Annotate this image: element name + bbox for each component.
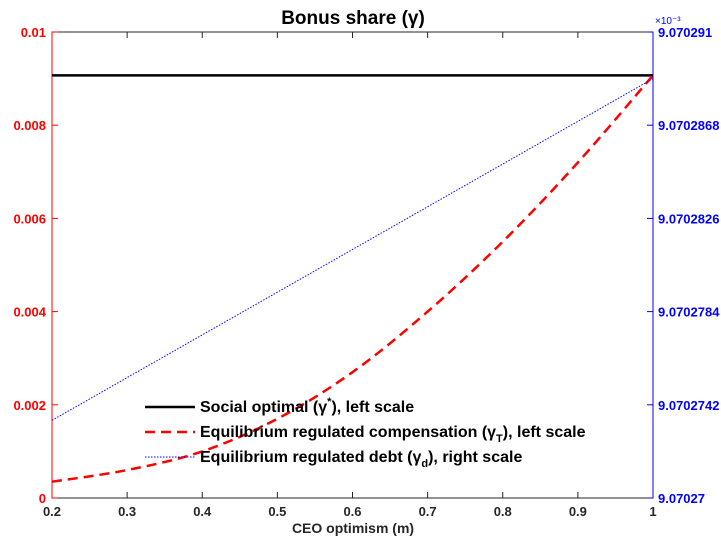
x-tick-label: 0.2	[43, 504, 61, 519]
y-left-tick-label: 0.002	[13, 398, 46, 413]
y-right-tick-label: 9.07027	[658, 491, 705, 506]
y-right-tick-label: 9.0702742	[658, 398, 719, 413]
y-left-tick-label: 0.006	[13, 211, 46, 226]
y-left-tick-label: 0.008	[13, 118, 46, 133]
y-right-tick-label: 9.070291	[658, 25, 712, 40]
legend-entry-label: Equilibrium regulated debt (γd), right s…	[200, 449, 522, 470]
y-right-tick-label: 9.0702868	[658, 118, 719, 133]
ticks-layer: 0.2 0.3 0.4 0.5 0.6 0.7 0.8 0.9 1 0 0.002 0.004 0.00…	[13, 25, 720, 519]
x-tick-label: 0.7	[419, 504, 437, 519]
series-line-3	[51, 78, 654, 421]
y-right-tick-label: 9.0702826	[658, 211, 719, 226]
right-axis-exponent: ×10⁻³	[655, 16, 681, 27]
y-left-tick-label: 0	[39, 491, 46, 506]
legend-entry-label: Social optimal (γ*), left scale	[200, 396, 414, 416]
x-tick-label: 0.9	[569, 504, 587, 519]
x-tick-label: 0.4	[193, 504, 212, 519]
y-right-tick-label: 9.0702784	[658, 305, 720, 320]
x-tick-label: 1	[649, 504, 656, 519]
x-axis-label: CEO optimism (m)	[292, 520, 414, 536]
series-layer	[51, 74, 654, 483]
legend-entry-label: Equilibrium regulated compensation (γT),…	[200, 424, 586, 445]
series-line-2	[51, 74, 654, 483]
legend: Social optimal (γ*), left scale Equilibri…	[145, 396, 586, 470]
x-tick-label: 0.8	[494, 504, 512, 519]
x-tick-label: 0.5	[268, 504, 286, 519]
y-left-tick-label: 0.004	[13, 305, 46, 320]
chart-title: Bonus share (γ)	[281, 8, 425, 29]
y-left-tick-label: 0.01	[21, 25, 46, 40]
x-tick-label: 0.6	[343, 504, 361, 519]
x-tick-label: 0.3	[118, 504, 136, 519]
